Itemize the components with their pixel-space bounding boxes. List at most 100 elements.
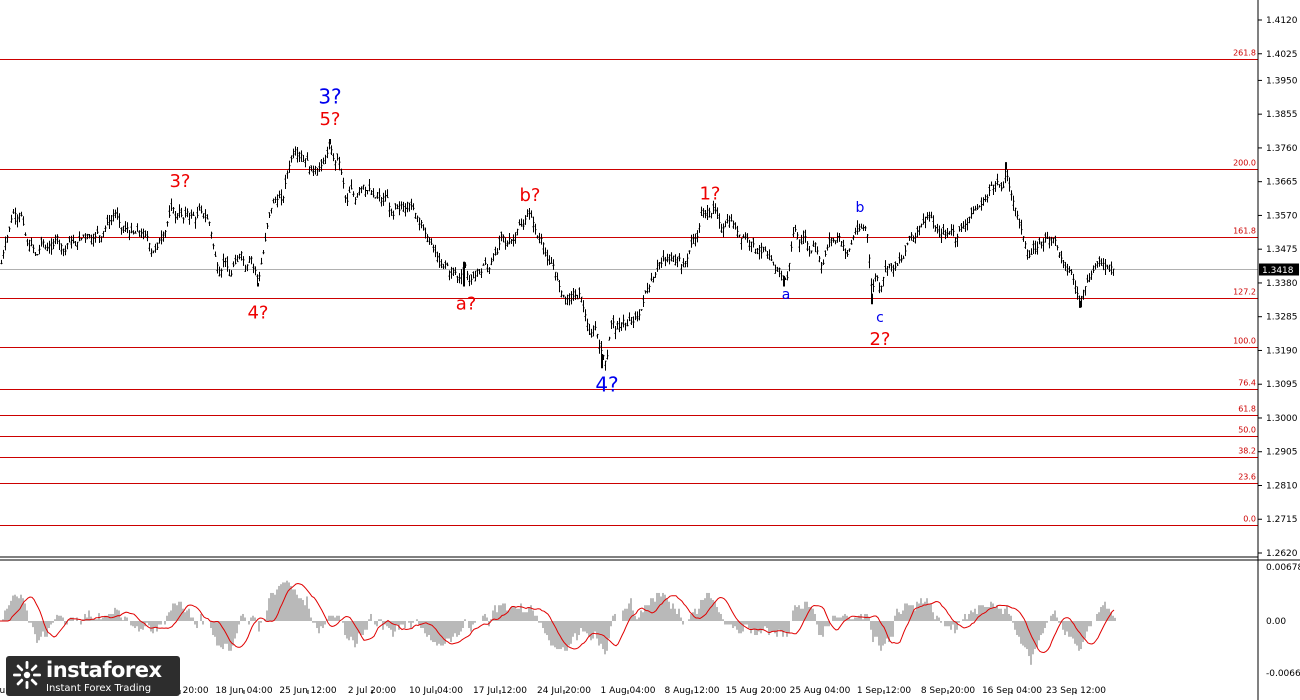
histogram-bar <box>1044 621 1046 629</box>
instaforex-mark-icon <box>13 661 41 689</box>
histogram-bar <box>266 610 268 621</box>
histogram-bar <box>800 608 802 621</box>
histogram-bar <box>1096 613 1098 621</box>
price-tick-label: 1.3380 <box>1266 279 1298 289</box>
histogram-bar <box>268 598 270 621</box>
histogram-bar <box>792 610 794 621</box>
histogram-bar <box>992 603 994 621</box>
histogram-bar <box>890 621 892 637</box>
histogram-bar <box>516 608 518 621</box>
histogram-bar <box>714 601 716 621</box>
histogram-bar <box>842 615 844 621</box>
histogram-bar <box>598 621 600 646</box>
histogram-bar <box>870 621 872 630</box>
histogram-bar <box>614 613 616 621</box>
histogram-bar <box>1004 608 1006 621</box>
histogram-bar <box>234 621 236 639</box>
wave-label: 1? <box>699 183 720 204</box>
price-tick-label: 1.2715 <box>1266 515 1298 525</box>
time-tick-label: 10 Jul 04:00 <box>409 686 463 696</box>
histogram-bar <box>560 621 562 650</box>
histogram-bar <box>794 605 796 621</box>
histogram-bar <box>978 605 980 621</box>
histogram-bar <box>492 610 494 621</box>
histogram-bar <box>612 615 614 621</box>
histogram-bar <box>956 621 958 630</box>
histogram-bar <box>440 621 442 646</box>
histogram-bar <box>676 613 678 621</box>
current-price-label: 1.3418 <box>1262 266 1294 276</box>
histogram-bar <box>854 617 856 621</box>
histogram-bar <box>958 621 960 623</box>
histogram-bar <box>698 608 700 621</box>
histogram-bar <box>48 621 50 629</box>
histogram-bar <box>894 615 896 621</box>
histogram-bar <box>336 615 338 621</box>
histogram-bar <box>214 621 216 637</box>
histogram-bar <box>832 615 834 621</box>
histogram-bar <box>408 621 410 623</box>
price-tick-label: 1.3095 <box>1266 380 1298 390</box>
histogram-bar <box>354 621 356 648</box>
histogram-bar <box>238 621 240 625</box>
histogram-bar <box>692 612 694 621</box>
histogram-bar <box>1000 608 1002 621</box>
wave-label: 3? <box>318 85 341 109</box>
histogram-bar <box>404 621 406 629</box>
histogram-bar <box>536 615 538 621</box>
histogram-bar <box>1102 605 1104 621</box>
histogram-bar <box>330 615 332 621</box>
histogram-bar <box>908 605 910 621</box>
histogram-bar <box>462 621 464 629</box>
histogram-bar <box>186 610 188 621</box>
histogram-bar <box>730 621 732 625</box>
histogram-bar <box>448 621 450 639</box>
histogram-bar <box>952 621 954 625</box>
histogram-bar <box>810 606 812 621</box>
histogram-bar <box>988 606 990 621</box>
histogram-bar <box>42 621 44 632</box>
histogram-bar <box>878 621 880 646</box>
histogram-bar <box>304 605 306 621</box>
histogram-bar <box>1088 621 1090 627</box>
price-tick-label: 1.3000 <box>1266 414 1298 424</box>
histogram-bar <box>990 601 992 621</box>
histogram-bar <box>94 619 96 621</box>
histogram-bar <box>374 621 376 625</box>
histogram-bar <box>1046 621 1048 623</box>
histogram-bar <box>798 605 800 621</box>
histogram-bar <box>430 621 432 641</box>
histogram-bar <box>888 621 890 643</box>
histogram-bar <box>346 621 348 639</box>
histogram-bar <box>968 613 970 621</box>
histogram-bar <box>704 598 706 621</box>
histogram-bar <box>572 621 574 637</box>
histogram-bar <box>590 621 592 641</box>
wave-label: b <box>856 200 865 216</box>
histogram-bar <box>570 621 572 644</box>
histogram-bar <box>950 621 952 630</box>
histogram-bar <box>928 603 930 621</box>
histogram-bar <box>672 603 674 621</box>
histogram-bar <box>172 603 174 621</box>
histogram-bar <box>328 615 330 621</box>
histogram-bar <box>592 621 594 639</box>
histogram-bar <box>170 610 172 621</box>
histogram-bar <box>796 606 798 621</box>
histogram-bar <box>964 613 966 621</box>
histogram-bar <box>564 621 566 651</box>
histogram-bar <box>666 598 668 621</box>
histogram-bar <box>926 598 928 621</box>
histogram-bar <box>874 621 876 637</box>
histogram-bar <box>772 621 774 632</box>
histogram-bar <box>496 612 498 621</box>
histogram-bar <box>898 612 900 621</box>
fib-level-label: 161.8 <box>1233 227 1256 236</box>
histogram-bar <box>84 613 86 621</box>
histogram-bar <box>458 621 460 636</box>
histogram-bar <box>582 621 584 632</box>
histogram-bar <box>916 601 918 621</box>
histogram-bar <box>36 621 38 643</box>
histogram-bar <box>456 621 458 637</box>
histogram-bar <box>114 607 116 621</box>
